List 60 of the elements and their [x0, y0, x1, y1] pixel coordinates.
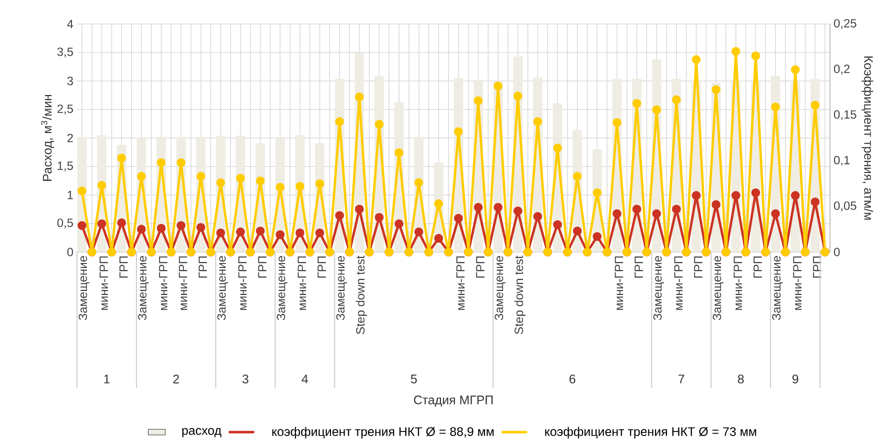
text: 1	[104, 374, 110, 384]
x-tick-label: мини-ГРП	[100, 256, 108, 310]
text: 3	[242, 374, 248, 384]
x-tick-label: ГРП	[318, 256, 326, 278]
x-tick-label: ГРП	[754, 256, 762, 278]
x-tick-label: ГРП	[813, 256, 822, 278]
x-tick-label: Замещение	[772, 256, 783, 320]
x-tick-label: Замещение	[276, 256, 288, 320]
x-axis-title: Стадия МГРП	[414, 396, 493, 407]
y2-tick-label: 0,1	[834, 156, 850, 166]
text: 9	[792, 374, 798, 384]
x-tick-label: мини-ГРП	[734, 256, 742, 310]
x-tick-label: Замещение	[712, 256, 724, 320]
y-tick-label: 0,5	[57, 218, 73, 228]
x-tick-label: Замещение	[653, 256, 664, 320]
x-tick-label: ГРП	[258, 256, 266, 278]
x-tick-label: Step down test	[356, 256, 367, 334]
x-tick-label: Замещение	[336, 256, 347, 320]
x-tick-label: ГРП	[694, 256, 702, 278]
x-tick-label: ГРП	[198, 256, 207, 278]
y-tick-label: 3	[67, 76, 73, 86]
x-tick-label: мини-ГРП	[614, 256, 624, 310]
y-tick-label: 2,5	[57, 104, 73, 114]
x-tick-label: мини-ГРП	[674, 256, 683, 310]
x-tick-label: мини-ГРП	[178, 256, 188, 310]
legend-label: коэффициент трения НКТ Ø = 73 мм	[545, 426, 756, 438]
legend-label: коэффициент трения НКТ Ø = 88,9 мм	[272, 426, 494, 438]
y2-tick-label: 0	[834, 248, 840, 256]
text: 2	[173, 374, 179, 384]
y2-tick-label: 0,05	[834, 201, 856, 212]
text: 6	[570, 374, 576, 384]
y2-axis-title: Коэффициент трения, атм/м	[862, 56, 874, 220]
y-tick-label: 3,5	[57, 48, 73, 58]
y-tick-label: 2	[67, 134, 73, 142]
text: 7	[678, 374, 684, 384]
text: 8	[738, 374, 744, 384]
x-tick-label: ГРП	[119, 256, 128, 278]
text: 5	[410, 374, 417, 384]
x-tick-label: Замещение	[494, 256, 506, 320]
x-tick-label: ГРП	[634, 256, 643, 278]
y-axis-title: Расход, м$^{3}$/мин	[41, 94, 54, 181]
x-tick-label: мини-ГРП	[159, 256, 168, 310]
x-tick-label: Замещение	[78, 256, 90, 320]
x-tick-label: мини-ГРП	[238, 256, 247, 310]
text: 4	[302, 374, 308, 384]
y-tick-label: 1,5	[58, 162, 73, 172]
x-tick-label: мини-ГРП	[793, 256, 802, 310]
x-tick-label: Замещение	[217, 256, 228, 320]
x-tick-label: ГРП	[476, 256, 484, 278]
x-tick-label: мини-ГРП	[298, 256, 306, 310]
y2-tick-label: 0,2	[834, 64, 850, 75]
y2-tick-label: 0,25	[834, 19, 856, 29]
x-tick-label: Замещение	[138, 256, 149, 320]
x-tick-label: Step down test	[514, 256, 526, 334]
y-tick-label: 0	[67, 248, 74, 256]
y-tick-label: 1	[68, 190, 73, 200]
y-tick-label: 4	[67, 20, 74, 28]
legend-label: расход	[182, 428, 222, 438]
x-tick-label: мини-ГРП	[456, 256, 465, 310]
y2-tick-label: 0,15	[834, 110, 856, 120]
